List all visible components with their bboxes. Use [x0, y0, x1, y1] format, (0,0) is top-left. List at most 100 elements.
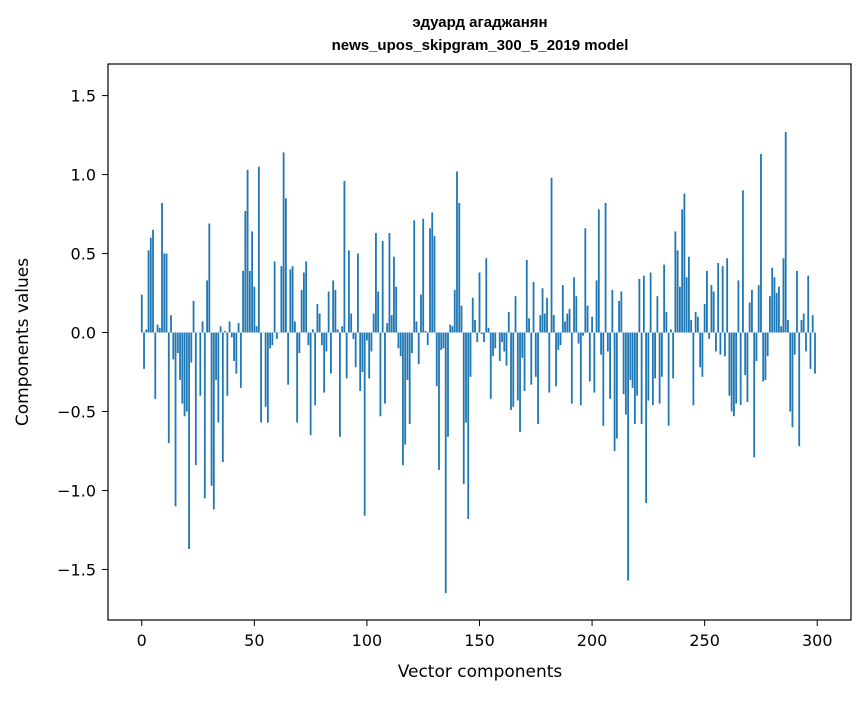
bar-0: [141, 295, 143, 333]
bar-176: [537, 333, 539, 425]
bars-group: [141, 132, 816, 593]
bar-133: [440, 333, 442, 350]
bar-226: [650, 273, 652, 333]
bar-248: [699, 333, 701, 368]
bar-265: [738, 280, 740, 332]
bar-199: [589, 333, 591, 382]
bar-96: [357, 254, 359, 333]
bar-278: [767, 333, 769, 357]
bar-127: [427, 333, 429, 346]
bar-170: [524, 333, 526, 391]
bar-198: [587, 306, 589, 333]
bar-162: [506, 333, 508, 366]
x-axis-label: Vector components: [398, 662, 563, 682]
bar-123: [418, 333, 420, 365]
bar-262: [731, 333, 733, 412]
bar-218: [632, 333, 634, 388]
bar-166: [515, 296, 517, 332]
bar-100: [366, 333, 368, 341]
bar-220: [636, 333, 638, 396]
bar-53: [260, 333, 262, 423]
bar-148: [474, 320, 476, 333]
bar-47: [247, 170, 249, 333]
bar-3: [148, 250, 150, 332]
bar-9: [161, 203, 163, 333]
bar-150: [479, 273, 481, 333]
bar-232: [663, 265, 665, 333]
bar-60: [276, 333, 278, 339]
bar-71: [301, 290, 303, 333]
bar-233: [665, 312, 667, 333]
bar-142: [461, 306, 463, 333]
bar-111: [391, 315, 393, 332]
bar-272: [753, 333, 755, 458]
bar-102: [371, 333, 373, 352]
bar-4: [150, 238, 152, 333]
bar-147: [472, 298, 474, 333]
bar-12: [168, 333, 170, 444]
bar-280: [771, 268, 773, 333]
bar-189: [566, 314, 568, 333]
bar-39: [229, 321, 231, 332]
bar-179: [544, 314, 546, 333]
bar-91: [346, 333, 348, 379]
bar-20: [186, 333, 188, 412]
bar-270: [749, 303, 751, 333]
chart-title-line1: эдуард агаджанян: [412, 14, 547, 31]
bar-222: [641, 333, 643, 425]
bar-246: [695, 312, 697, 333]
bar-117: [404, 333, 406, 445]
bar-48: [249, 271, 251, 333]
bar-81: [323, 333, 325, 393]
bar-6: [154, 333, 156, 399]
bar-151: [481, 333, 483, 335]
bar-46: [244, 211, 246, 333]
bar-167: [517, 333, 519, 401]
y-tick-label: 1.5: [71, 87, 96, 106]
bar-281: [774, 277, 776, 332]
bar-113: [395, 287, 397, 333]
bar-70: [298, 333, 300, 354]
bar-236: [672, 333, 674, 379]
bar-175: [535, 333, 537, 377]
bar-217: [629, 333, 631, 380]
bar-37: [224, 331, 226, 333]
bar-173: [530, 333, 532, 385]
x-tick-label: 300: [802, 631, 833, 650]
bar-62: [280, 266, 282, 332]
bar-63: [283, 152, 285, 332]
bar-264: [735, 333, 737, 404]
bar-210: [614, 333, 616, 451]
bar-75: [310, 333, 312, 436]
bar-293: [801, 320, 803, 333]
bar-139: [454, 290, 456, 333]
y-tick-label: −0.5: [57, 403, 96, 422]
bar-65: [287, 333, 289, 385]
bar-292: [798, 333, 800, 447]
bar-211: [616, 333, 618, 439]
bar-95: [355, 333, 357, 368]
bar-240: [681, 209, 683, 332]
bar-271: [751, 290, 753, 333]
bar-171: [526, 260, 528, 333]
y-tick-label: −1.5: [57, 560, 96, 579]
bar-27: [202, 321, 204, 332]
bar-178: [542, 288, 544, 332]
bar-181: [548, 333, 550, 393]
bar-89: [341, 326, 343, 332]
bar-106: [380, 333, 382, 417]
bar-44: [240, 333, 242, 388]
x-tick-label: 200: [577, 631, 608, 650]
bar-196: [582, 333, 584, 336]
bar-1: [143, 333, 145, 369]
bar-160: [501, 333, 503, 342]
y-axis-label: Components values: [13, 258, 33, 426]
bar-90: [344, 181, 346, 333]
bar-289: [792, 333, 794, 428]
bar-194: [578, 333, 580, 344]
bar-231: [661, 333, 663, 377]
bar-152: [483, 333, 485, 342]
bar-157: [494, 333, 496, 349]
bar-200: [591, 317, 593, 333]
